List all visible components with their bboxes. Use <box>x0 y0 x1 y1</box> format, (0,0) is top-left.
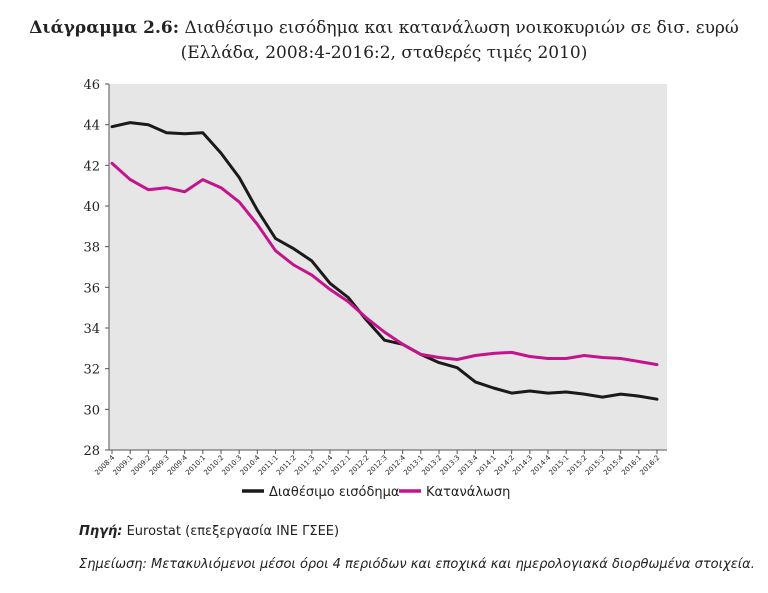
source-text: Eurostat (επεξεργασία ΙΝΕ ΓΣΕΕ) <box>126 524 340 539</box>
source-label: Πηγή: <box>79 524 123 539</box>
y-tick-label: 32 <box>83 363 100 378</box>
figure-title: Διαθέσιμο εισόδημα και κατανάλωση νοικοκ… <box>184 18 739 38</box>
chart-title: Διάγραμμα 2.6: Διαθέσιμο εισόδημα και κα… <box>0 16 768 40</box>
figure-label: Διάγραμμα 2.6: <box>29 18 180 38</box>
chart-subtitle: (Ελλάδα, 2008:4-2016:2, σταθερές τιμές 2… <box>180 43 588 63</box>
series-lines <box>110 121 659 401</box>
series-line-2 <box>110 161 659 367</box>
plot-area <box>109 84 667 450</box>
y-tick-label: 42 <box>83 159 100 174</box>
legend-label: Κατανάλωση <box>426 485 510 500</box>
y-tick-label: 46 <box>83 78 100 93</box>
note: Σημείωση: Μετακυλιόμενοι μέσοι όροι 4 πε… <box>79 557 755 572</box>
y-tick-label: 30 <box>83 403 100 418</box>
line-chart: 28 30 32 34 36 38 40 42 44 46 2008:42009:12009:22… <box>83 78 667 500</box>
y-tick-label: 44 <box>83 119 100 134</box>
x-axis: 2008:42009:12009:22009:32009:42010:12010… <box>93 449 667 477</box>
y-tick-label: 28 <box>83 444 100 459</box>
legend: Διαθέσιμο εισόδημα Κατανάλωση <box>242 485 510 500</box>
y-axis: 28 30 32 34 36 38 40 42 44 46 <box>83 78 110 459</box>
y-tick-label: 38 <box>83 241 100 256</box>
y-tick-label: 40 <box>83 200 100 215</box>
x-tick-label: 2016:2 <box>638 454 661 477</box>
y-tick-label: 36 <box>83 281 100 296</box>
y-tick-label: 34 <box>83 322 100 337</box>
legend-label: Διαθέσιμο εισόδημα <box>269 485 400 500</box>
series-line-1 <box>110 121 659 401</box>
source: Πηγή: Eurostat (επεξεργασία ΙΝΕ ΓΣΕΕ) <box>79 524 339 539</box>
